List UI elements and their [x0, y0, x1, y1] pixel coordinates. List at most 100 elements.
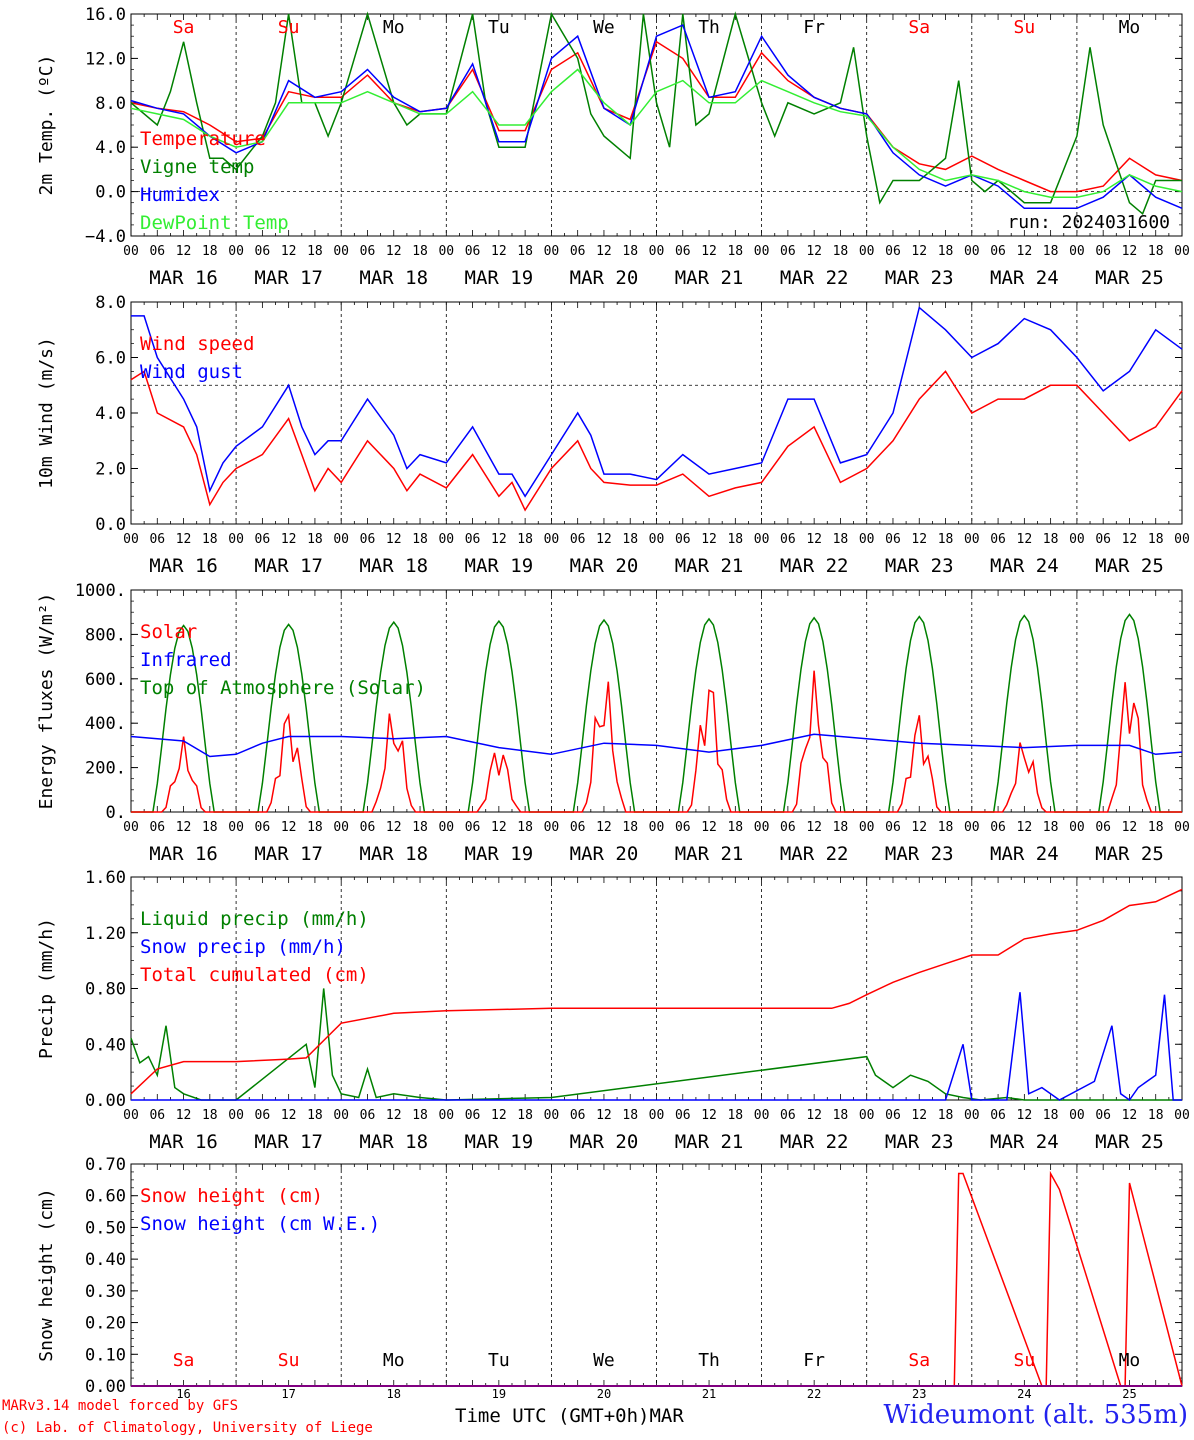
- model-credit: MARv3.14 model forced by GFS: [2, 1398, 239, 1414]
- hour-label: 18: [833, 532, 849, 547]
- hour-label: 18: [833, 1108, 849, 1123]
- hour-label: 06: [885, 532, 901, 547]
- legend-entry: Wind speed: [140, 333, 254, 355]
- hour-label: 18: [833, 244, 849, 259]
- hour-label: 12: [1122, 1108, 1138, 1123]
- y-tick-label: 1000.: [75, 581, 126, 601]
- legend-entry: Liquid precip (mm/h): [140, 908, 369, 930]
- y-tick-label: 6.0: [95, 349, 126, 369]
- hour-label: 00: [228, 532, 244, 547]
- y-tick-label: 1.20: [85, 924, 126, 944]
- toa-solar-line: [761, 616, 867, 813]
- hour-label: 12: [491, 244, 507, 259]
- hour-label: 00: [1174, 1108, 1190, 1123]
- hour-label: 06: [360, 820, 376, 835]
- legend-entry: Vigne temp: [140, 156, 254, 178]
- date-label: MAR 22: [780, 1131, 849, 1153]
- y-tick-label: 0.70: [85, 1155, 126, 1175]
- legend-entry: Infrared: [140, 649, 232, 671]
- day-name: Su: [278, 17, 300, 38]
- y-axis-label: Energy fluxes (W/m²): [36, 593, 57, 810]
- hour-label: 18: [1148, 244, 1164, 259]
- y-tick-label: 0.80: [85, 980, 126, 1000]
- y-axis-label: 2m Temp. (ºC): [36, 55, 57, 196]
- hour-label: 12: [491, 820, 507, 835]
- hour-label: 06: [990, 820, 1006, 835]
- y-tick-label: 16.0: [85, 5, 126, 25]
- day-name: Mo: [383, 17, 405, 38]
- hour-label: 06: [360, 532, 376, 547]
- hour-label: 00: [123, 244, 139, 259]
- date-label: MAR 21: [675, 1131, 744, 1153]
- hour-label: 06: [255, 532, 271, 547]
- date-label: MAR 22: [780, 555, 849, 577]
- y-tick-label: 0.20: [85, 1314, 126, 1334]
- y-axis-label: 10m Wind (m/s): [36, 337, 57, 489]
- hour-label: 12: [1017, 244, 1033, 259]
- wind-speed-line: [130, 370, 1183, 512]
- hour-label: 12: [911, 1108, 927, 1123]
- hour-label: 18: [517, 820, 533, 835]
- hour-label: 12: [491, 1108, 507, 1123]
- date-label: MAR 18: [359, 267, 428, 289]
- hour-label: 00: [333, 532, 349, 547]
- hour-label: 18: [307, 820, 323, 835]
- day-name: Su: [1014, 1350, 1036, 1371]
- hour-label: 00: [1069, 244, 1085, 259]
- hour-label: 00: [754, 244, 770, 259]
- hour-label: 12: [911, 532, 927, 547]
- panel-snow: 0.00 0.10 0.20 0.30 0.40 0.50 0.60 0.70 Snow hei…: [36, 1155, 1183, 1401]
- hour-label: 06: [885, 820, 901, 835]
- hour-label: 12: [176, 532, 192, 547]
- solar-line: [971, 742, 1077, 813]
- hour-label: 06: [465, 820, 481, 835]
- hour-label: 00: [544, 1108, 560, 1123]
- y-axis-label: Snow height (cm): [36, 1188, 57, 1361]
- hour-label: 06: [885, 1108, 901, 1123]
- hour-label: 00: [859, 1108, 875, 1123]
- day-name: Th: [698, 17, 720, 38]
- hour-label: 18: [412, 532, 428, 547]
- hour-label: 12: [1122, 244, 1138, 259]
- hour-label: 12: [806, 820, 822, 835]
- hour-label: 06: [255, 1108, 271, 1123]
- y-tick-label: 200.: [85, 759, 126, 779]
- y-tick-label: 400.: [85, 714, 126, 734]
- hour-label: 12: [701, 244, 717, 259]
- hour-label: 12: [806, 244, 822, 259]
- date-label: MAR 21: [675, 843, 744, 865]
- hour-label: 00: [964, 244, 980, 259]
- hour-label: 06: [780, 532, 796, 547]
- hour-label: 18: [412, 1108, 428, 1123]
- day-number: 18: [387, 1387, 401, 1401]
- date-label: MAR 23: [885, 1131, 954, 1153]
- day-name: Tu: [488, 17, 510, 38]
- solar-line: [131, 736, 237, 813]
- hour-label: 18: [1043, 532, 1059, 547]
- y-tick-label: 600.: [85, 670, 126, 690]
- day-name: Mo: [1119, 17, 1141, 38]
- temperature-line: [130, 40, 1183, 193]
- hour-label: 00: [228, 1108, 244, 1123]
- date-label: MAR 25: [1095, 1131, 1164, 1153]
- hour-label: 12: [806, 532, 822, 547]
- date-label: MAR 16: [149, 1131, 218, 1153]
- hour-label: 12: [386, 1108, 402, 1123]
- hour-label: 00: [649, 244, 665, 259]
- solar-line: [656, 689, 762, 813]
- hour-label: 18: [622, 820, 638, 835]
- solar-line: [761, 670, 867, 813]
- hour-label: 06: [675, 820, 691, 835]
- panel-temperature: −4.0 0.0 4.0 8.0 12.0 16.0 2m Temp. (ºC) 00 06 12…: [36, 5, 1190, 289]
- date-label: MAR 17: [254, 843, 323, 865]
- hour-label: 12: [281, 532, 297, 547]
- hour-label: 00: [544, 244, 560, 259]
- run-label: run: 2024031600: [1007, 212, 1170, 233]
- hour-label: 18: [727, 1108, 743, 1123]
- hour-label: 00: [123, 532, 139, 547]
- toa-solar-line: [656, 617, 762, 813]
- date-label: MAR 16: [149, 843, 218, 865]
- hour-label: 00: [438, 1108, 454, 1123]
- hour-label: 00: [438, 244, 454, 259]
